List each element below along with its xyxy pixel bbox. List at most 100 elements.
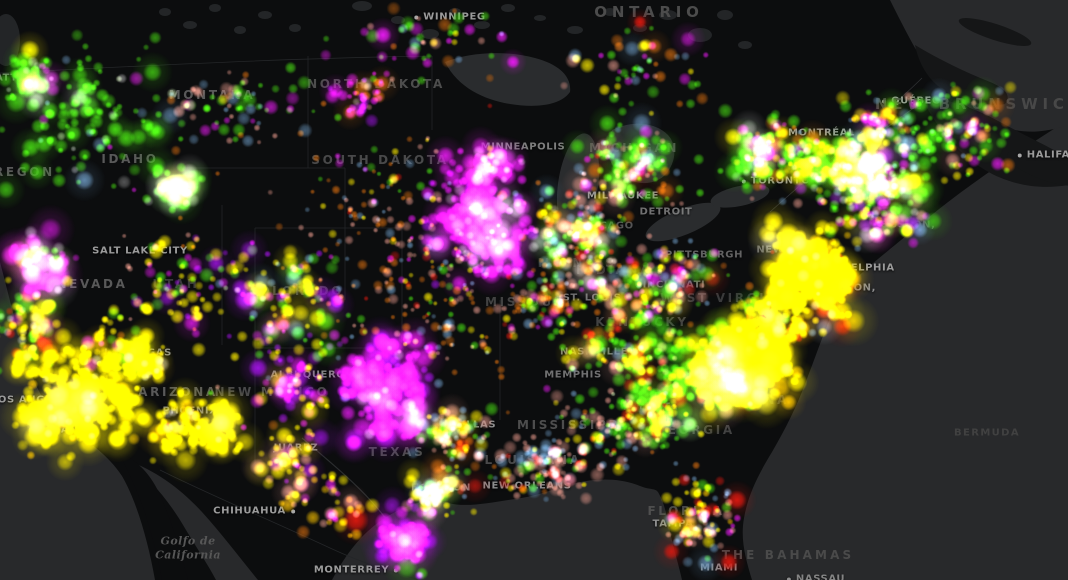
map-label-kentucky: KENTUCKY	[595, 315, 688, 329]
label-text: GEORGIA	[655, 423, 735, 437]
label-text: NEW MEXICO	[214, 385, 330, 399]
map-label-the-bahamas: THE BAHAMAS	[722, 548, 855, 562]
label-text: MISSOURI	[485, 295, 573, 309]
map-label-las-vegas: LAS VEGAS	[104, 348, 172, 359]
map-label-south-dakota: SOUTH DAKOTA	[311, 153, 448, 167]
label-text: CAROLINA	[698, 393, 790, 407]
map-label-salt-lake-city: SALT LAKE CITY	[92, 246, 188, 257]
map-label-los-angeles: LOS ANGELES	[0, 395, 75, 406]
label-text: PHILADELPHIA	[805, 262, 895, 274]
label-text: WINNIPEG	[423, 11, 486, 23]
label-text: NASSAU	[795, 573, 846, 580]
map-label-indiana: INDIANA	[576, 263, 652, 277]
map-label-miami: MIAMI	[700, 563, 738, 574]
map-label-nashville: NASHVILLE	[560, 347, 628, 358]
label-text: QUÉBEC	[891, 95, 940, 107]
map-label-arizona: ARIZONA	[138, 385, 218, 399]
label-text: NEW ORLEANS	[482, 480, 572, 492]
map-label-toronto: TORONTO	[741, 175, 811, 187]
map-label-halifax: HALIFAX	[1017, 150, 1068, 161]
map-label-west-virginia: WEST VIRGINIA	[660, 291, 798, 305]
map-label-north-dakota: NORTH DAKOTA	[307, 77, 445, 91]
label-text: CHIHUAHUA	[213, 505, 286, 517]
label-text: WASHINGTON,	[787, 282, 877, 294]
label-text: HOUSTON	[410, 482, 472, 494]
label-text: UTAH	[152, 277, 200, 291]
map-label-phoenix: PHOENIX	[162, 406, 217, 417]
map-label-boston: BOSTON,	[880, 220, 935, 231]
label-text: DALLAS	[448, 419, 497, 431]
map-label-michigan: MICHIGAN	[589, 141, 679, 155]
label-text: MEMPHIS	[544, 369, 602, 381]
label-text: MILWAUKEE	[586, 190, 660, 202]
label-text: NEVADA	[56, 277, 128, 291]
label-text: INDIANA	[575, 263, 653, 277]
label-text: COLORADO	[247, 284, 345, 298]
label-dot-marker	[394, 568, 399, 572]
label-text: BOSTON,	[880, 219, 936, 231]
label-text: ST. LOUIS	[562, 292, 622, 304]
label-text: LOUISIANA	[484, 453, 582, 467]
label-dot-marker	[414, 15, 419, 19]
map-label-chihuahua: CHIHUAHUA	[213, 506, 295, 517]
label-dot-marker	[91, 428, 96, 432]
label-text: MINNEAPOLIS	[480, 141, 566, 153]
label-dot-marker	[1017, 153, 1022, 157]
map-label-dallas: DALLAS	[439, 419, 497, 431]
map-label-juarez: JUAREZ	[274, 443, 319, 454]
map-label-houston: HOUSTON	[411, 483, 471, 494]
map-label-detroit: DETROIT	[640, 207, 693, 218]
map-label-philadelphia: PHILADELPHIA	[805, 263, 894, 274]
label-text: MICHIGAN	[588, 141, 680, 155]
label-text: Golfo de California	[155, 534, 221, 561]
map-label-washington: WASHINGTON,	[788, 283, 876, 294]
map-label-new-mexico: NEW MEXICO	[215, 385, 330, 399]
label-text: OREGON	[0, 165, 55, 179]
label-text: ATLANTA	[623, 401, 679, 413]
map-label-qu-bec: QUÉBEC	[882, 96, 940, 107]
map-label-minneapolis: MINNEAPOLIS	[481, 142, 566, 153]
label-text: IDAHO	[101, 152, 159, 166]
label-dot-marker	[741, 179, 746, 183]
map-label-winnipeg: WINNIPEG	[414, 12, 485, 23]
label-text: ILLINOIS	[537, 256, 617, 270]
label-dot-marker	[860, 131, 865, 135]
map-label-new-brunswick: NEW BRUNSWICK	[875, 95, 1068, 113]
label-text: SOUTH DAKOTA	[311, 153, 449, 167]
label-text: BERMUDA	[953, 427, 1021, 439]
map-label-chicago: CHICAGO	[578, 221, 633, 232]
map-label-oregon: OREGON	[0, 165, 55, 179]
label-dot-marker	[290, 509, 295, 513]
label-text: THE BAHAMAS	[721, 548, 855, 562]
map-label-albuquerque: ALBUQUERQUE	[270, 370, 361, 381]
label-text: JUAREZ	[273, 442, 319, 454]
map-label-pittsburgh: PITTSBURGH	[665, 250, 743, 261]
label-dot-marker	[439, 423, 444, 427]
label-text: MISSISSIPPI	[517, 418, 627, 432]
map-label-tampa: TAMPA	[653, 519, 694, 530]
map-label-missouri: MISSOURI	[485, 295, 573, 309]
label-text: TIJUANA	[36, 424, 87, 436]
map-label-cincinnati: CINCINNATI	[635, 280, 706, 291]
map-label-idaho: IDAHO	[101, 152, 158, 166]
label-text: NEW YORK	[756, 244, 822, 256]
map-label-utah: UTAH	[153, 277, 200, 291]
map-label-georgia: GEORGIA	[655, 423, 735, 437]
label-text: MONTANA	[168, 88, 256, 102]
label-text: TORONTO	[750, 175, 811, 187]
label-text: PITTSBURGH	[664, 249, 744, 261]
label-text: ALBUQUERQUE	[270, 369, 362, 381]
label-text: LAS VEGAS	[104, 347, 172, 359]
label-text: FLORIDA	[647, 504, 725, 518]
label-text: ONTARIO	[594, 3, 704, 21]
map-label-seattle: SEATTLE	[0, 73, 32, 84]
map-label-louisiana: LOUISIANA	[484, 453, 581, 467]
label-text: DETROIT	[639, 206, 693, 218]
map-label-st-louis: ST. LOUIS	[563, 293, 622, 304]
label-text: NEW BRUNSWICK	[874, 95, 1068, 113]
label-text: WEST VIRGINIA	[660, 291, 798, 305]
map-label-new-orleans: NEW ORLEANS	[482, 481, 571, 492]
label-text: SALT LAKE CITY	[92, 245, 188, 257]
map-label-montana: MONTANA	[169, 88, 256, 102]
